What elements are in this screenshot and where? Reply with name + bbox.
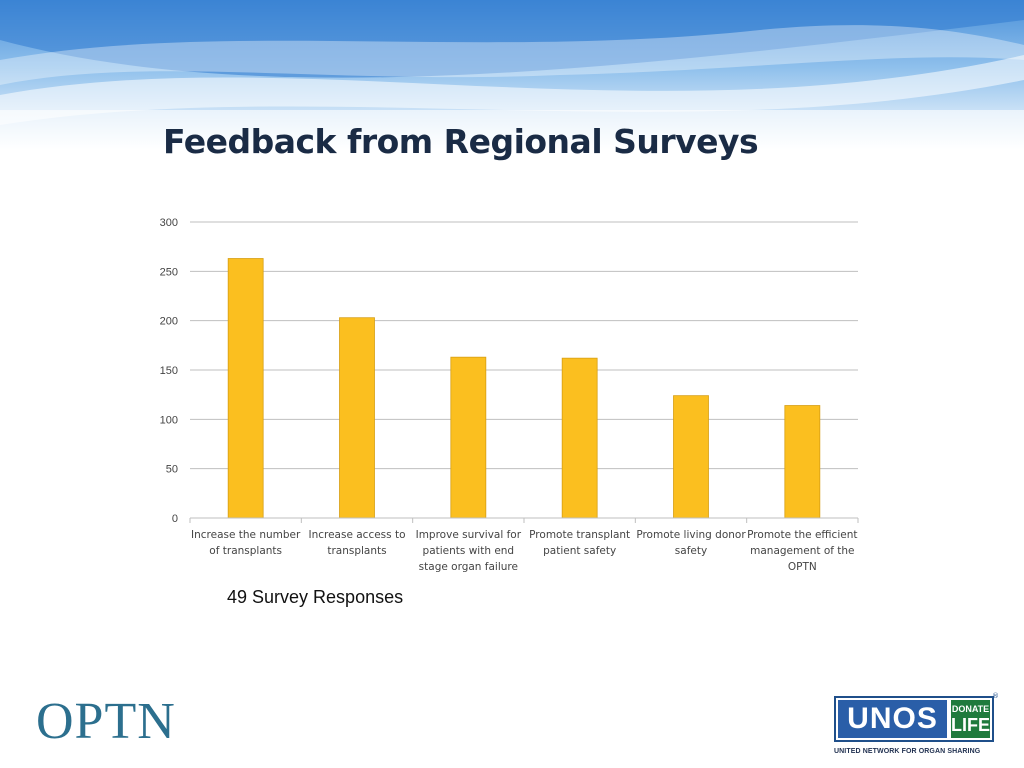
chart-bars: [227, 258, 821, 519]
unos-wordmark: UNOS: [838, 700, 947, 738]
x-category-label: Promote transplant: [529, 529, 630, 541]
bar: [339, 317, 375, 519]
bar: [673, 395, 709, 519]
survey-responses-note: 49 Survey Responses: [227, 587, 404, 607]
x-category-label: of transplants: [209, 545, 282, 557]
x-category-label: OPTN: [788, 561, 817, 573]
chart-gridlines: [190, 221, 858, 470]
unos-logo-frame: UNOS DONATE LIFE: [834, 696, 994, 742]
y-tick-label: 150: [160, 365, 178, 377]
life-text: LIFE: [951, 715, 990, 735]
x-category-label: Increase the number: [191, 529, 301, 541]
bar: [227, 258, 264, 519]
y-tick-label: 300: [160, 217, 178, 229]
optn-logo: OPTN: [36, 693, 176, 750]
y-tick-label: 100: [160, 414, 178, 426]
y-axis-tick-labels: 0 50 100 150 200 250 300: [160, 217, 178, 525]
bar-chart: 0 50 100 150 200 250 300 Increase the number of…: [160, 217, 859, 573]
x-category-label: patient safety: [543, 545, 616, 557]
registered-mark: ®: [992, 692, 999, 700]
donate-text: DONATE: [951, 704, 990, 714]
x-category-label: stage organ failure: [419, 561, 518, 573]
unos-tagline: UNITED NETWORK FOR ORGAN SHARING: [834, 748, 981, 755]
x-category-label: Increase access to: [308, 529, 405, 541]
header-banner: [0, 0, 1024, 150]
x-category-label: patients with end: [423, 545, 515, 557]
y-tick-label: 0: [172, 513, 178, 525]
bar: [561, 357, 598, 519]
y-tick-label: 50: [166, 464, 178, 476]
x-axis: [189, 517, 859, 523]
y-tick-label: 250: [160, 266, 178, 278]
x-axis-category-labels: Increase the number of transplants Increas…: [191, 529, 857, 573]
x-category-label: Improve survival for: [416, 529, 522, 541]
y-tick-label: 200: [160, 316, 178, 328]
bar: [784, 405, 821, 519]
unos-donate-life-logo: UNOS DONATE LIFE ® UNITED NETWORK FOR OR…: [834, 692, 1002, 760]
x-category-label: Promote living donor: [636, 529, 746, 541]
x-category-label: Promote the efficient: [747, 529, 857, 541]
slide-title: Feedback from Regional Surveys: [163, 122, 759, 161]
donate-life-badge: DONATE LIFE: [951, 700, 990, 738]
x-category-label: safety: [675, 545, 707, 557]
x-category-label: transplants: [327, 545, 386, 557]
bar: [450, 356, 487, 519]
x-category-label: management of the: [750, 545, 854, 557]
